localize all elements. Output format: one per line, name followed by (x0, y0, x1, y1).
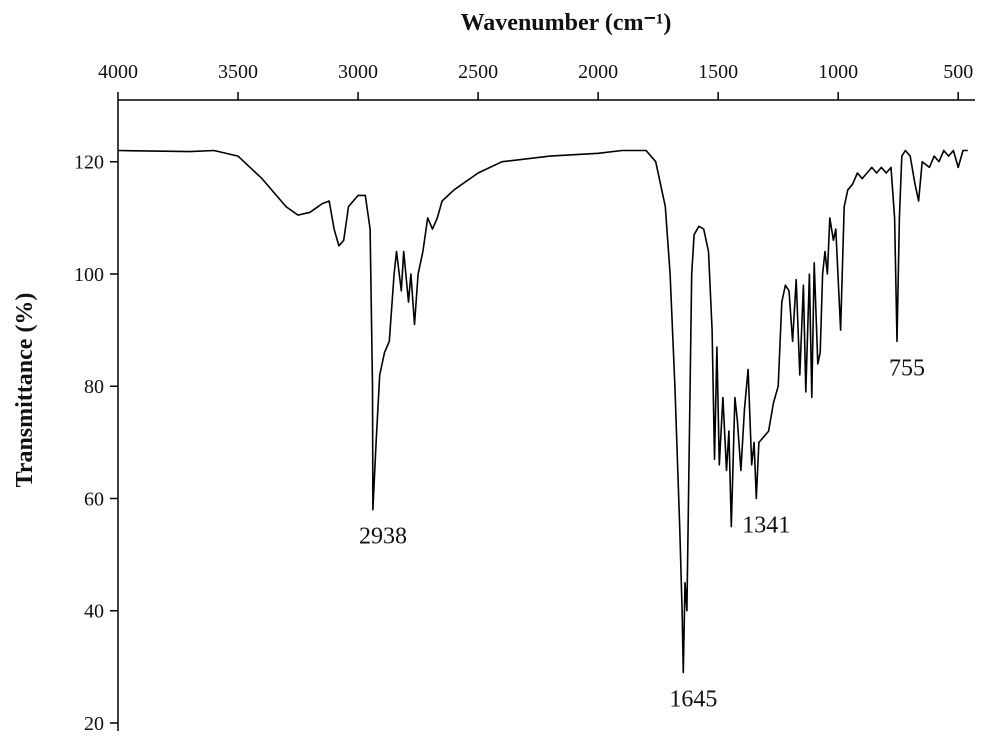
spectrum-line (117, 149, 968, 674)
y-tick-label: 20 (84, 713, 104, 735)
y-tick-label: 80 (84, 376, 104, 398)
y-tick-label: 40 (84, 601, 104, 623)
x-tick-label: 4000 (98, 61, 138, 83)
y-tick-label: 60 (84, 488, 104, 510)
x-tick-label: 1500 (698, 61, 738, 83)
x-tick-label: 3500 (218, 61, 258, 83)
y-tick-label: 100 (74, 264, 104, 286)
x-tick-label: 3000 (338, 61, 378, 83)
y-axis-title: Transmittance (%) (12, 293, 38, 488)
y-tick-label: 120 (74, 152, 104, 174)
x-tick-label: 1000 (818, 61, 858, 83)
peak-label: 1645 (669, 686, 717, 712)
peak-label: 755 (889, 355, 925, 381)
x-tick-label: 500 (943, 61, 973, 83)
x-tick-label: 2500 (458, 61, 498, 83)
peak-label: 1341 (742, 512, 790, 538)
peak-label: 2938 (359, 524, 407, 550)
x-tick-label: 2000 (578, 61, 618, 83)
x-axis-title: Wavenumber (cm⁻¹) (461, 10, 672, 36)
